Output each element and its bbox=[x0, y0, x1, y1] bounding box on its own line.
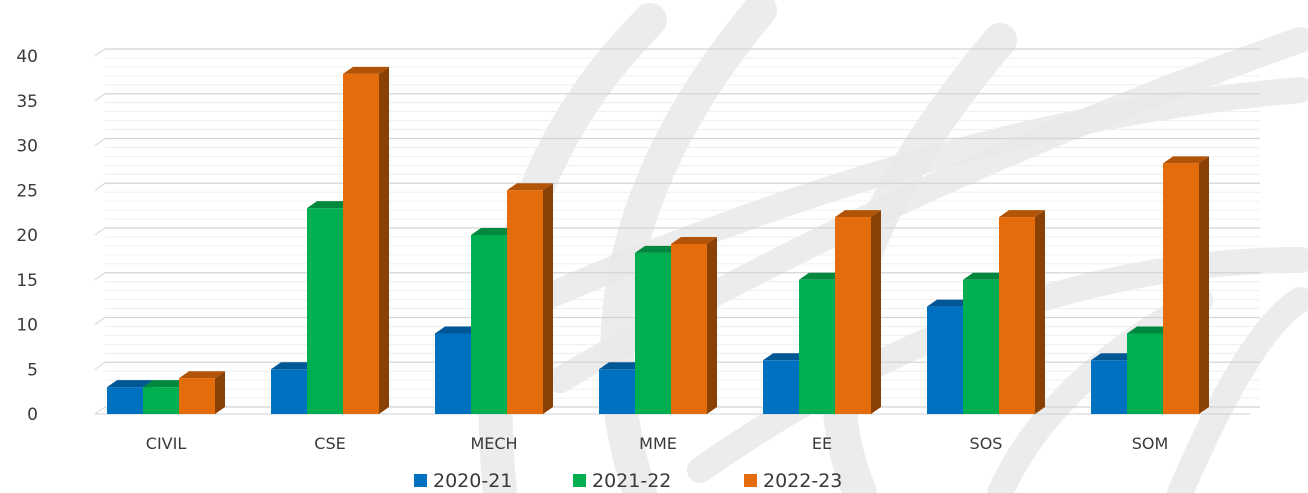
y-tick-label: 0 bbox=[27, 405, 38, 425]
x-tick-label: MECH bbox=[470, 434, 517, 453]
legend-swatch bbox=[573, 474, 586, 487]
x-tick-label: MME bbox=[639, 434, 677, 453]
bar bbox=[1163, 156, 1209, 414]
bars bbox=[107, 66, 1209, 415]
bar bbox=[671, 236, 717, 414]
legend-item: 2021-22 bbox=[573, 470, 671, 492]
legend-label: 2022-23 bbox=[763, 470, 842, 492]
x-tick-label: SOS bbox=[970, 434, 1003, 453]
gridline-connector bbox=[94, 227, 106, 236]
y-tick-label: 20 bbox=[16, 226, 38, 246]
watermark-arc bbox=[1167, 287, 1308, 493]
legend-swatch bbox=[414, 474, 427, 487]
legend-item: 2020-21 bbox=[414, 470, 512, 492]
y-tick-label: 30 bbox=[16, 137, 38, 157]
y-tick-label: 15 bbox=[16, 271, 38, 291]
gridline-connector bbox=[94, 317, 106, 325]
legend: 2020-21 2021-22 2022-23 bbox=[414, 470, 842, 492]
y-tick-label: 25 bbox=[16, 181, 38, 201]
legend-swatch bbox=[744, 474, 757, 487]
x-tick-label: CIVIL bbox=[146, 434, 187, 453]
bar bbox=[763, 353, 809, 414]
y-tick-label: 40 bbox=[16, 47, 38, 67]
y-tick-label: 35 bbox=[16, 92, 38, 112]
x-tick-label: SOM bbox=[1132, 434, 1169, 453]
bar bbox=[343, 66, 389, 415]
gridline-connector bbox=[94, 138, 106, 146]
gridline-connector bbox=[94, 361, 106, 370]
x-axis: CIVIL CSE MECH MME EE SOS SOM bbox=[146, 434, 1169, 453]
x-tick-label: EE bbox=[812, 434, 832, 453]
y-axis: 0 5 10 15 20 25 30 35 40 bbox=[16, 47, 38, 425]
gridline-connector bbox=[94, 406, 106, 415]
bar bbox=[179, 371, 225, 414]
gridline-connector bbox=[94, 48, 106, 57]
bar bbox=[835, 210, 881, 414]
gridline-connector bbox=[94, 272, 106, 281]
legend-label: 2021-22 bbox=[592, 470, 671, 492]
legend-label: 2020-21 bbox=[433, 470, 512, 492]
y-tick-label: 10 bbox=[16, 316, 38, 336]
gridline-connector bbox=[94, 182, 106, 191]
bar bbox=[507, 183, 553, 414]
y-tick-label: 5 bbox=[27, 360, 38, 380]
bar bbox=[999, 210, 1045, 414]
x-tick-label: CSE bbox=[314, 434, 345, 453]
legend-item: 2022-23 bbox=[744, 470, 842, 492]
gridline-connector bbox=[94, 93, 106, 102]
